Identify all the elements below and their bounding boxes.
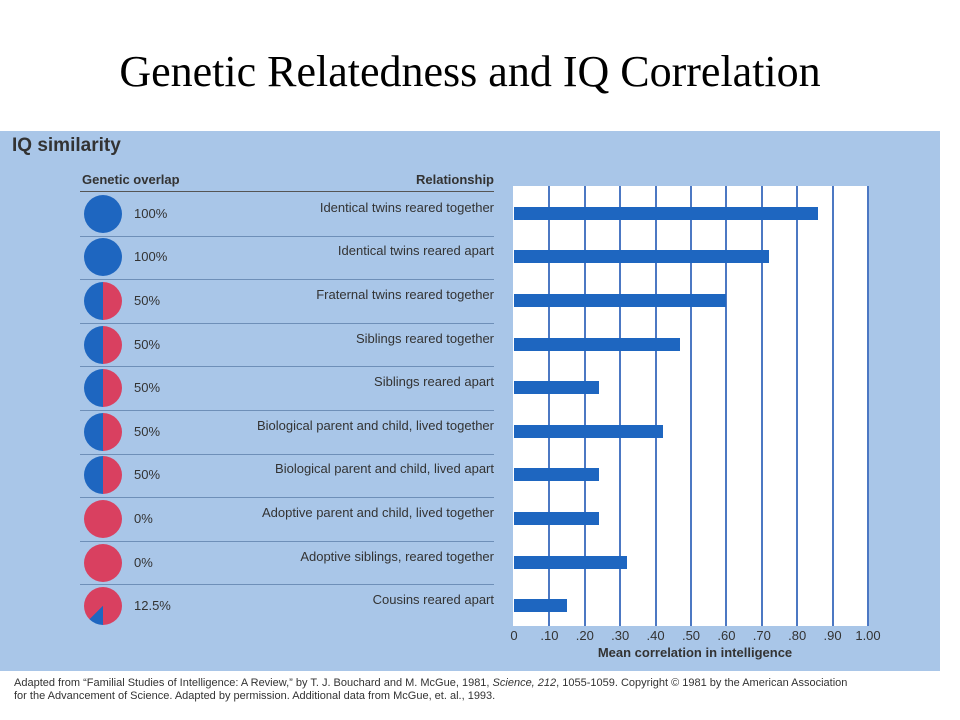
x-axis-label: Mean correlation in intelligence bbox=[597, 645, 793, 660]
genetic-overlap-pie-icon bbox=[84, 194, 122, 233]
relationship-label: Biological parent and child, lived apart bbox=[275, 461, 494, 477]
x-tick-label: .90 bbox=[823, 628, 842, 643]
row-divider bbox=[80, 410, 494, 411]
genetic-overlap-value: 50% bbox=[134, 467, 161, 483]
relationship-label: Identical twins reared together bbox=[319, 199, 494, 215]
row-divider bbox=[80, 584, 494, 586]
relationship-label: Adoptive parent and child, lived togethe… bbox=[262, 505, 494, 520]
source-credit: Adapted from “Familial Studies of Intell… bbox=[14, 677, 847, 703]
credit-text-b: , 1055-1059. Copyright © 1981 by the Ame… bbox=[556, 677, 848, 689]
genetic-overlap-value: 50% bbox=[134, 380, 161, 396]
relationship-label: Identical twins reared apart bbox=[337, 243, 494, 259]
grid-line bbox=[548, 186, 551, 626]
genetic-overlap-value: 50% bbox=[134, 336, 161, 352]
correlation-bar bbox=[514, 599, 568, 613]
row-divider bbox=[80, 540, 494, 542]
relationship-label: Siblings reared apart bbox=[374, 374, 494, 390]
x-tick-label: .50 bbox=[681, 628, 701, 643]
genetic-overlap-value: 100% bbox=[134, 249, 168, 265]
genetic-overlap-pie-icon bbox=[84, 500, 122, 538]
genetic-overlap-value: 12.5% bbox=[134, 598, 171, 614]
genetic-overlap-pie-icon bbox=[84, 282, 122, 320]
correlation-bar bbox=[514, 206, 819, 220]
x-tick-label: .40 bbox=[646, 628, 665, 643]
row-divider bbox=[80, 366, 494, 368]
genetic-overlap-value: 0% bbox=[134, 554, 153, 570]
correlation-bar bbox=[514, 468, 599, 482]
x-tick-label: .30 bbox=[611, 628, 630, 643]
genetic-overlap-value: 0% bbox=[134, 511, 153, 526]
genetic-overlap-header: Genetic overlap bbox=[82, 172, 180, 187]
grid-line bbox=[831, 186, 834, 626]
genetic-overlap-pie-icon bbox=[84, 587, 122, 626]
grid-line bbox=[654, 186, 657, 626]
genetic-overlap-pie-icon bbox=[84, 456, 122, 495]
relationship-label: Cousins reared apart bbox=[372, 592, 494, 608]
correlation-bar bbox=[514, 250, 769, 264]
relationship-label: Biological parent and child, lived toget… bbox=[256, 417, 494, 433]
x-tick-label: 0 bbox=[510, 628, 518, 643]
credit-text-line2: for the Advancement of Science. Adapted … bbox=[14, 690, 496, 702]
genetic-overlap-pie-icon bbox=[84, 369, 122, 408]
correlation-bar bbox=[514, 555, 628, 569]
grid-line bbox=[583, 186, 586, 626]
grid-line bbox=[690, 186, 692, 626]
correlation-bar bbox=[514, 512, 599, 525]
row-divider bbox=[80, 497, 494, 499]
relationship-label: Fraternal twins reared together bbox=[316, 287, 494, 302]
slide-title: Genetic Relatedness and IQ Correlation bbox=[119, 47, 821, 96]
grid-line bbox=[867, 186, 869, 626]
relationship-header: Relationship bbox=[415, 172, 494, 187]
genetic-overlap-pie-icon bbox=[84, 238, 122, 277]
x-tick-label: .80 bbox=[788, 628, 807, 643]
figure-subtitle: IQ similarity bbox=[12, 135, 121, 156]
correlation-bar bbox=[514, 381, 599, 395]
credit-journal: Science, 212 bbox=[492, 677, 557, 689]
x-tick-label: .70 bbox=[752, 628, 771, 643]
row-divider bbox=[80, 453, 494, 455]
row-divider bbox=[80, 279, 494, 281]
relationship-label: Adoptive siblings, reared together bbox=[300, 548, 494, 564]
x-tick-label: .10 bbox=[540, 628, 559, 643]
credit-text-a: Adapted from “Familial Studies of Intell… bbox=[14, 677, 493, 689]
correlation-bar bbox=[514, 424, 663, 438]
row-divider bbox=[80, 235, 494, 237]
genetic-overlap-pie-icon bbox=[84, 543, 122, 582]
x-tick-label: .60 bbox=[717, 628, 736, 643]
correlation-bar bbox=[514, 337, 681, 351]
row-divider bbox=[80, 322, 494, 324]
genetic-overlap-value: 100% bbox=[134, 205, 168, 221]
grid-line bbox=[760, 186, 763, 626]
x-tick-label: 1.00 bbox=[855, 628, 881, 643]
grid-line bbox=[725, 186, 728, 626]
x-tick-label: .20 bbox=[575, 628, 594, 643]
header-divider bbox=[80, 191, 494, 192]
grid-line bbox=[619, 186, 622, 626]
relationship-label: Siblings reared together bbox=[355, 330, 494, 346]
correlation-bar bbox=[514, 294, 727, 307]
genetic-overlap-value: 50% bbox=[134, 423, 161, 439]
grid-line bbox=[796, 186, 799, 626]
genetic-overlap-pie-icon bbox=[84, 412, 122, 451]
genetic-overlap-value: 50% bbox=[134, 293, 161, 308]
genetic-overlap-pie-icon bbox=[84, 325, 122, 364]
